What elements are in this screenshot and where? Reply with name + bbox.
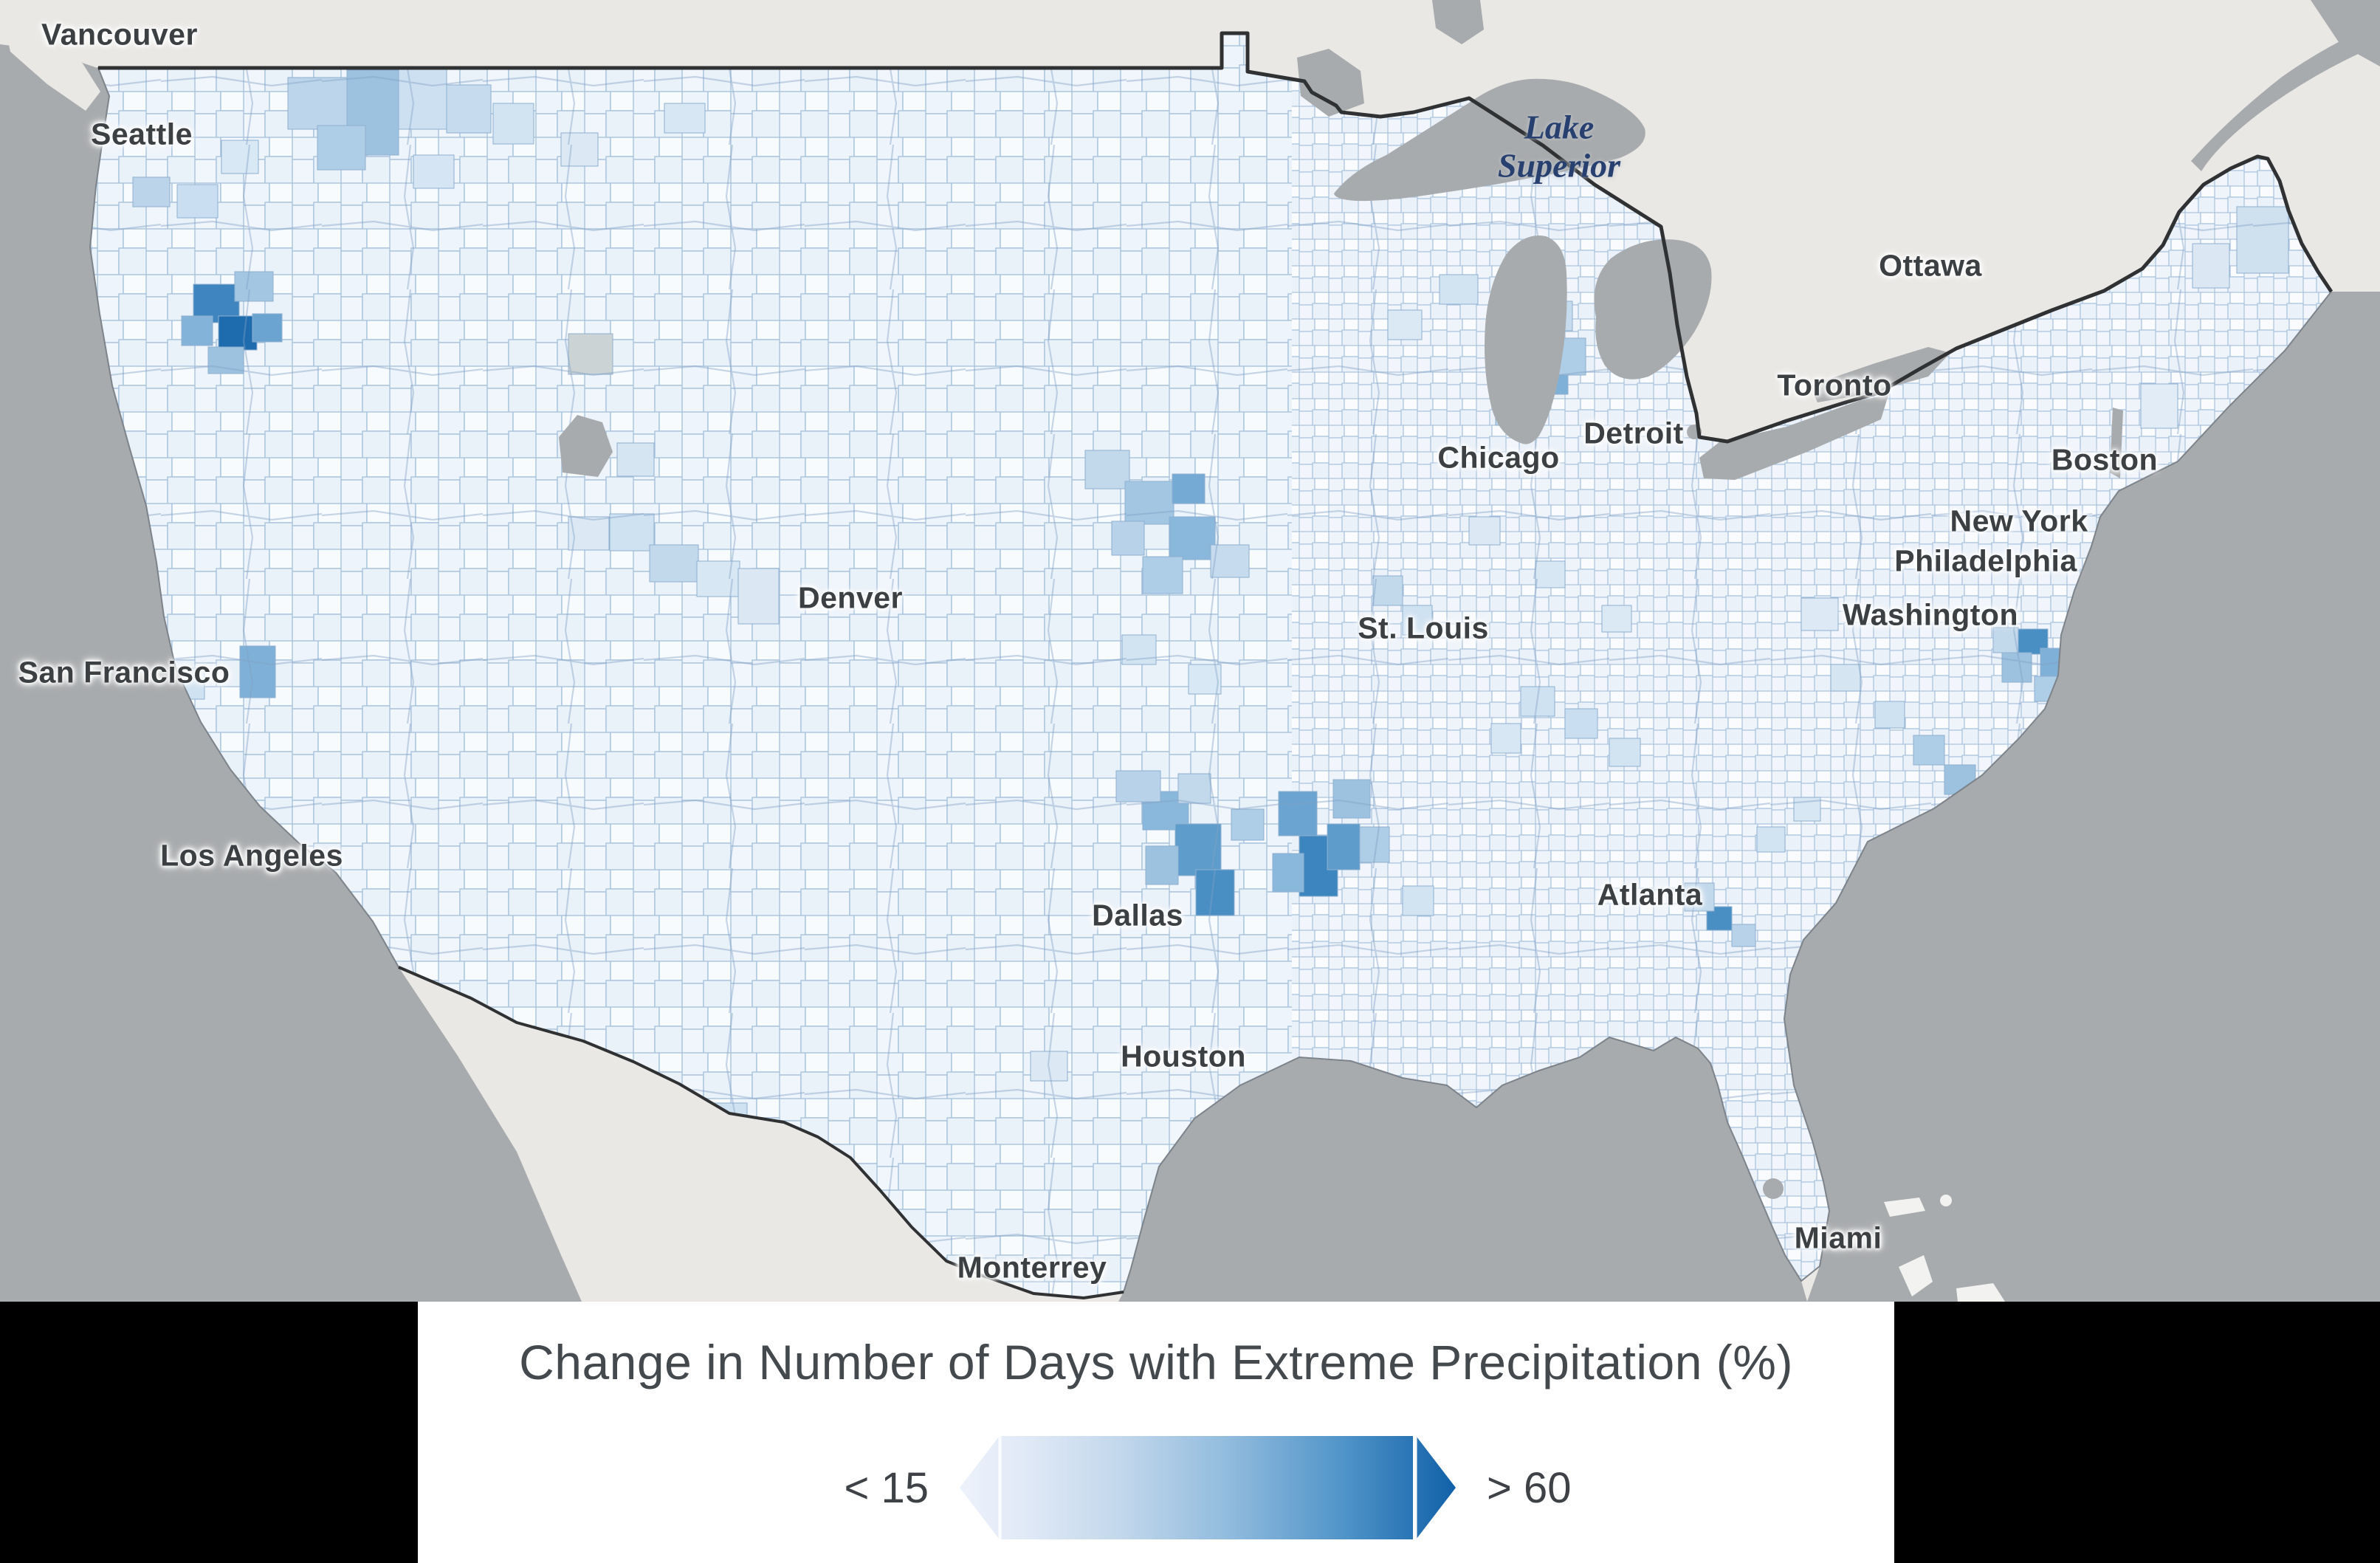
map-canvas — [0, 0, 2380, 1302]
cuba-island — [1956, 1283, 2005, 1302]
legend-min-label: < 15 — [844, 1463, 929, 1512]
us-canada-border-line — [98, 31, 2333, 444]
lake-michigan-shape — [1485, 236, 1567, 444]
legend-title: Change in Number of Days with Extreme Pr… — [519, 1335, 1793, 1389]
lake-nipigon-shape — [1432, 0, 1484, 44]
st-lawrence-river — [2191, 22, 2380, 171]
lake-superior-shape — [1334, 78, 1645, 202]
lake-erie-shape — [1699, 395, 1888, 480]
atlantic-ocean — [1784, 292, 2380, 1302]
lake-champlain-shape — [2110, 408, 2123, 478]
us-precipitation-map: Lake Superior Vancouver Seattle Ottawa Toro… — [0, 0, 2380, 1302]
vancouver-island — [4, 21, 100, 111]
pacific-ocean — [0, 44, 582, 1302]
bahamas-island-3 — [1940, 1195, 1952, 1206]
lake-ontario-shape — [1810, 347, 1950, 402]
legend-gradient-arrow — [960, 1436, 1456, 1539]
great-salt-lake-shape — [559, 415, 613, 477]
legend-row: < 15 > 60 — [741, 1436, 1572, 1539]
us-mexico-border-line — [398, 966, 1124, 1299]
bahamas-island — [1884, 1198, 1925, 1217]
gulf-of-mexico — [1118, 1037, 1807, 1302]
legend-band: Change in Number of Days with Extreme Pr… — [0, 1302, 2380, 1563]
legend-max-label: > 60 — [1487, 1463, 1572, 1512]
legend-panel: Change in Number of Days with Extreme Pr… — [418, 1302, 1894, 1563]
islands — [1884, 1195, 2005, 1302]
great-lakes — [559, 0, 2123, 1199]
lake-okeechobee-shape — [1763, 1178, 1784, 1199]
border-lakes-shape — [1297, 49, 1364, 117]
bahamas-island-2 — [1899, 1255, 1933, 1296]
